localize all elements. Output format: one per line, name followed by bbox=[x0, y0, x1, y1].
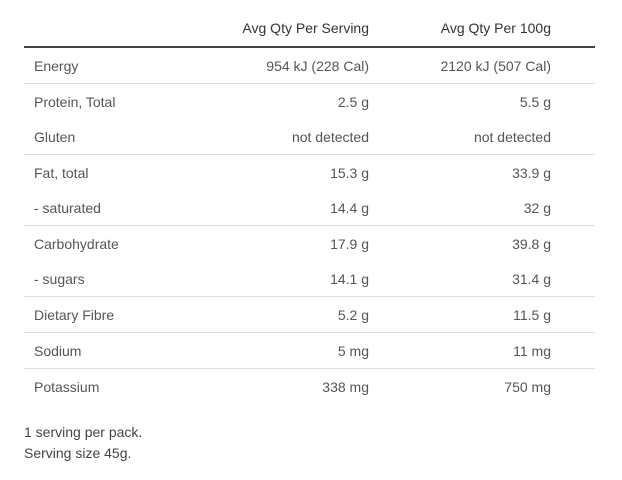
per-100g-value: 2120 kJ (507 Cal) bbox=[440, 57, 551, 74]
table-row-sodium: Sodium 5 mg 11 mg bbox=[24, 332, 595, 369]
servings-per-pack: 1 serving per pack. bbox=[24, 424, 143, 440]
per-100g-value: 5.5 g bbox=[397, 83, 595, 119]
table-body: Energy 954 kJ (228 Cal) 2120 kJ (507 Cal… bbox=[24, 47, 595, 404]
per-serving-value: 15.3 g bbox=[204, 154, 397, 190]
serving-size: Serving size 45g. bbox=[24, 445, 132, 461]
table-row-carbohydrate: Carbohydrate 17.9 g 39.8 g bbox=[24, 225, 595, 261]
nutrient-name: Gluten bbox=[34, 128, 76, 145]
header-per-100g: Avg Qty Per 100g bbox=[397, 10, 595, 48]
nutrient-name: Energy bbox=[34, 57, 79, 74]
per-serving-value: not detected bbox=[291, 128, 369, 145]
per-serving-value: 5 mg bbox=[204, 332, 397, 369]
table-row-fat-total: Fat, total 15.3 g 33.9 g bbox=[24, 154, 595, 190]
per-100g-value: 11.5 g bbox=[397, 296, 595, 333]
nutrient-name: Carbohydrate bbox=[24, 225, 204, 261]
per-serving-value: 14.4 g bbox=[330, 199, 369, 216]
per-100g-value: not detected bbox=[473, 128, 551, 145]
header-row: Avg Qty Per Serving Avg Qty Per 100g bbox=[24, 10, 595, 48]
table-row-potassium: Potassium 338 mg 750 mg bbox=[24, 368, 595, 404]
nutrition-table: Avg Qty Per Serving Avg Qty Per 100g Ene… bbox=[24, 10, 595, 404]
nutrient-name: - saturated bbox=[34, 199, 101, 216]
per-100g-value: 39.8 g bbox=[397, 225, 595, 261]
per-100g-value: 750 mg bbox=[397, 368, 595, 404]
per-100g-value: 11 mg bbox=[397, 332, 595, 369]
nutrient-name: Dietary Fibre bbox=[24, 296, 204, 333]
footer-notes: 1 serving per pack. Serving size 45g. bbox=[24, 422, 142, 464]
per-100g-value: 31.4 g bbox=[512, 270, 551, 287]
per-serving-value: 338 mg bbox=[204, 368, 397, 404]
table-row-protein: Protein, Total 2.5 g 5.5 g bbox=[24, 83, 595, 119]
header-per-serving: Avg Qty Per Serving bbox=[204, 10, 397, 48]
header-nutrient bbox=[24, 10, 204, 48]
nutrient-name: - sugars bbox=[34, 270, 85, 287]
table-row-dietary-fibre: Dietary Fibre 5.2 g 11.5 g bbox=[24, 296, 595, 333]
table-row-sugars: - sugars 14.1 g 31.4 g bbox=[24, 261, 595, 297]
per-serving-value: 17.9 g bbox=[204, 225, 397, 261]
table-row-energy: Energy 954 kJ (228 Cal) 2120 kJ (507 Cal… bbox=[24, 47, 595, 84]
nutrient-name: Sodium bbox=[24, 332, 204, 369]
nutrient-name: Potassium bbox=[24, 368, 204, 404]
per-serving-value: 2.5 g bbox=[204, 83, 397, 119]
table-row-saturated: - saturated 14.4 g 32 g bbox=[24, 190, 595, 226]
per-100g-value: 33.9 g bbox=[397, 154, 595, 190]
table-row-gluten: Gluten not detected not detected bbox=[24, 119, 595, 155]
per-serving-value: 5.2 g bbox=[204, 296, 397, 333]
per-serving-value: 14.1 g bbox=[330, 270, 369, 287]
per-serving-value: 954 kJ (228 Cal) bbox=[266, 57, 369, 74]
nutrient-name: Protein, Total bbox=[24, 83, 204, 119]
per-100g-value: 32 g bbox=[523, 199, 551, 216]
table-header: Avg Qty Per Serving Avg Qty Per 100g bbox=[24, 10, 595, 48]
nutrient-name: Fat, total bbox=[24, 154, 204, 190]
